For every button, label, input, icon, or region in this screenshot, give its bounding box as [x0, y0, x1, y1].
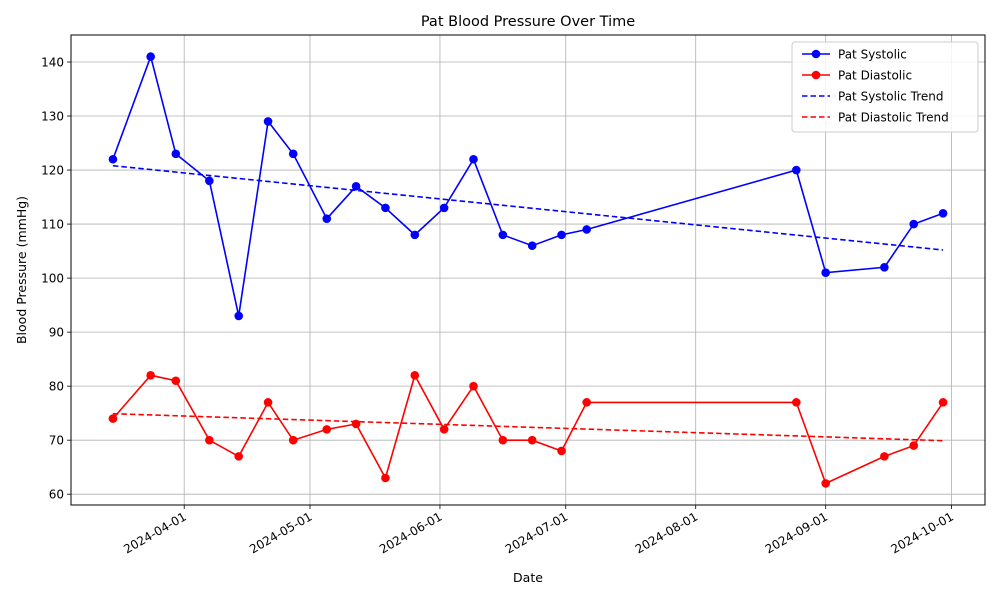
data-point	[821, 268, 830, 278]
legend-entry-label: Pat Systolic	[838, 48, 907, 62]
y-tick-label: 90	[49, 326, 64, 340]
data-point	[263, 117, 273, 126]
data-point	[381, 203, 390, 213]
data-point	[582, 225, 591, 234]
data-point	[410, 371, 420, 380]
y-tick-label: 130	[41, 110, 64, 124]
data-point	[108, 414, 118, 423]
data-point	[146, 371, 155, 380]
trend-line	[112, 412, 944, 442]
series-0	[108, 52, 948, 321]
x-axis-label: Date	[513, 570, 543, 585]
data-point	[909, 219, 919, 229]
data-point	[171, 376, 181, 386]
y-tick-label: 80	[49, 380, 64, 394]
data-point	[322, 214, 332, 223]
data-point	[792, 398, 801, 407]
y-tick-label: 110	[41, 218, 64, 232]
y-tick-label: 60	[49, 488, 64, 502]
data-point	[234, 311, 244, 321]
y-tick-label: 120	[41, 164, 64, 178]
data-point	[880, 262, 889, 272]
series-1	[108, 371, 948, 488]
data-point	[171, 149, 181, 159]
legend-entry-label: Pat Diastolic Trend	[838, 111, 949, 125]
y-tick-label: 140	[41, 56, 64, 70]
grid	[71, 35, 985, 505]
series-line	[112, 373, 944, 485]
data-point	[938, 208, 948, 218]
data-point	[288, 149, 298, 159]
legend-swatch-marker	[811, 70, 821, 80]
data-point	[108, 154, 118, 164]
plot-frame	[70, 34, 986, 506]
data-point	[498, 230, 508, 240]
data-point	[205, 435, 214, 445]
data-point	[880, 452, 889, 461]
legend: Pat Systolic Pat Diastolic Pat Systolic Tr…	[791, 41, 979, 133]
data-point	[381, 473, 390, 483]
y-tick-label: 100	[41, 272, 64, 286]
series-line	[112, 53, 944, 317]
data-point	[288, 435, 298, 445]
data-point	[582, 398, 591, 407]
data-point	[234, 452, 244, 461]
data-point	[909, 441, 919, 450]
data-point	[469, 381, 478, 391]
legend-entry-label: Pat Systolic Trend	[838, 90, 944, 104]
data-point	[351, 181, 361, 191]
data-point	[821, 479, 830, 488]
data-point	[146, 52, 155, 61]
y-tick-label: 70	[49, 434, 64, 448]
data-point	[527, 435, 537, 445]
data-point	[205, 176, 214, 186]
data-point	[557, 446, 566, 456]
data-point	[469, 154, 478, 164]
data-point	[410, 230, 420, 240]
legend-entry-label: Pat Diastolic	[838, 69, 912, 83]
series-3	[112, 412, 944, 442]
chart-title: Pat Blood Pressure Over Time	[421, 14, 635, 30]
series-layer	[108, 52, 948, 488]
data-point	[498, 435, 508, 445]
y-axis-label: Blood Pressure (mmHg)	[14, 196, 29, 344]
legend-swatch-marker	[811, 49, 821, 59]
trend-line	[112, 164, 944, 251]
series-2	[112, 164, 944, 251]
data-point	[263, 398, 273, 407]
data-point	[938, 398, 948, 407]
data-point	[439, 203, 449, 213]
data-point	[557, 230, 566, 240]
data-point	[322, 425, 332, 434]
legend-box	[791, 41, 979, 133]
data-point	[527, 241, 537, 250]
data-point	[792, 165, 801, 175]
data-point	[439, 425, 449, 434]
